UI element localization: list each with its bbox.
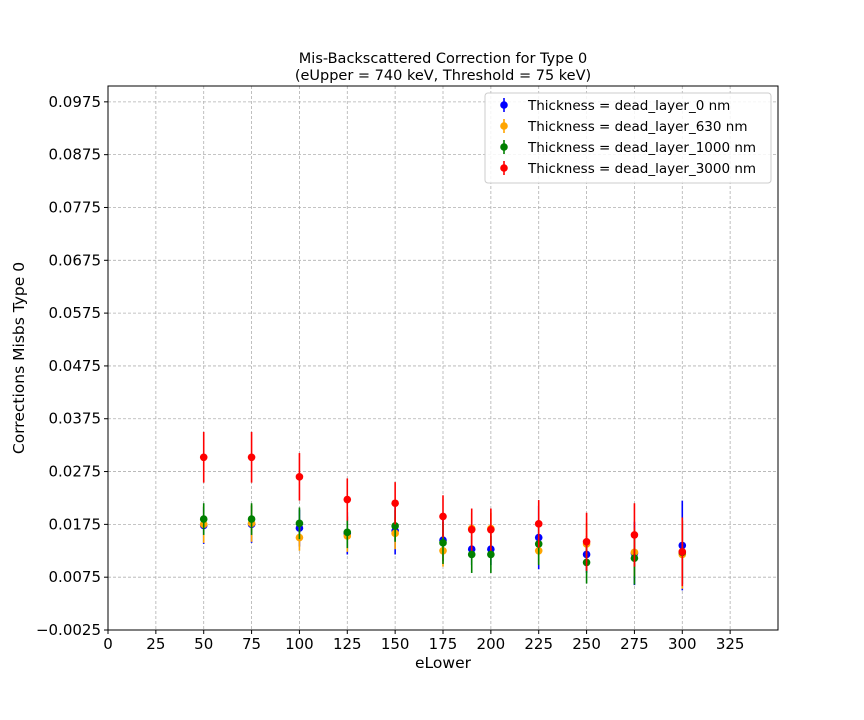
data-point xyxy=(487,550,495,559)
series-3 xyxy=(199,431,687,587)
data-point xyxy=(343,528,352,537)
x-axis-label: eLower xyxy=(415,654,472,672)
x-tick-label: 325 xyxy=(716,635,745,653)
y-tick-label: 0.0875 xyxy=(49,146,102,164)
y-tick-label: 0.0075 xyxy=(49,568,102,586)
legend-entry-3: Thickness = dead_layer_3000 nm xyxy=(500,161,756,177)
legend-entry-1: Thickness = dead_layer_630 nm xyxy=(500,119,747,135)
data-point xyxy=(630,531,639,539)
data-point xyxy=(295,519,304,528)
x-tick-label: 250 xyxy=(572,635,601,653)
data-point xyxy=(439,512,447,521)
legend-label: Thickness = dead_layer_3000 nm xyxy=(527,161,756,177)
y-tick-label: 0.0475 xyxy=(49,357,102,375)
y-axis-label: Corrections Misbs Type 0 xyxy=(10,262,28,454)
legend-marker xyxy=(500,101,508,109)
x-tick-label: 0 xyxy=(103,635,113,653)
legend-marker xyxy=(500,143,508,151)
data-point xyxy=(199,453,208,462)
data-point xyxy=(391,522,399,530)
legend-label: Thickness = dead_layer_0 nm xyxy=(527,98,730,114)
chart-title-line2: (eUpper = 740 keV, Threshold = 75 keV) xyxy=(295,68,591,84)
y-tick-label: 0.0375 xyxy=(49,410,102,428)
chart-title-line1: Mis-Backscattered Correction for Type 0 xyxy=(299,51,587,67)
x-tick-label: 150 xyxy=(381,635,410,653)
data-point xyxy=(247,453,256,462)
y-tick-label: 0.0975 xyxy=(49,93,102,111)
x-tick-label: 175 xyxy=(429,635,458,653)
data-point xyxy=(534,520,543,528)
legend-box xyxy=(484,92,772,184)
data-point xyxy=(678,548,687,556)
legend-label: Thickness = dead_layer_1000 nm xyxy=(527,140,756,156)
y-tick-label: −0.0025 xyxy=(36,621,101,639)
x-tick-label: 275 xyxy=(620,635,649,653)
data-point xyxy=(467,550,476,559)
legend-label: Thickness = dead_layer_630 nm xyxy=(527,119,747,135)
data-point xyxy=(199,515,208,523)
data-point xyxy=(391,499,399,508)
legend-marker xyxy=(500,122,508,130)
x-tick-label: 100 xyxy=(285,635,314,653)
data-point xyxy=(343,495,352,504)
y-tick-label: 0.0575 xyxy=(49,304,102,322)
data-point xyxy=(467,525,476,534)
x-tick-label: 200 xyxy=(477,635,506,653)
x-tick-label: 300 xyxy=(668,635,697,653)
x-tick-label: 125 xyxy=(333,635,362,653)
axis-ticks: 0 25 50 75 100 125 150 175 200 225 250 275 300 325 −0.… xyxy=(36,93,745,653)
data-marks xyxy=(199,431,687,591)
y-tick-label: 0.0675 xyxy=(49,251,102,269)
legend-entry-2: Thickness = dead_layer_1000 nm xyxy=(500,140,756,156)
legend-entry-0: Thickness = dead_layer_0 nm xyxy=(500,98,730,114)
x-tick-label: 50 xyxy=(194,635,213,653)
data-point xyxy=(247,515,256,523)
y-tick-label: 0.0275 xyxy=(49,463,102,481)
legend: Thickness = dead_layer_0 nm Thickness = d… xyxy=(484,92,772,184)
y-tick-label: 0.0775 xyxy=(49,198,102,216)
data-point xyxy=(582,537,591,546)
legend-marker xyxy=(500,164,508,172)
x-tick-label: 75 xyxy=(242,635,261,653)
y-tick-label: 0.0175 xyxy=(49,515,102,533)
x-tick-label: 225 xyxy=(524,635,553,653)
x-tick-label: 25 xyxy=(146,635,165,653)
data-point xyxy=(487,525,495,534)
data-point xyxy=(439,539,447,547)
data-point xyxy=(295,473,304,481)
